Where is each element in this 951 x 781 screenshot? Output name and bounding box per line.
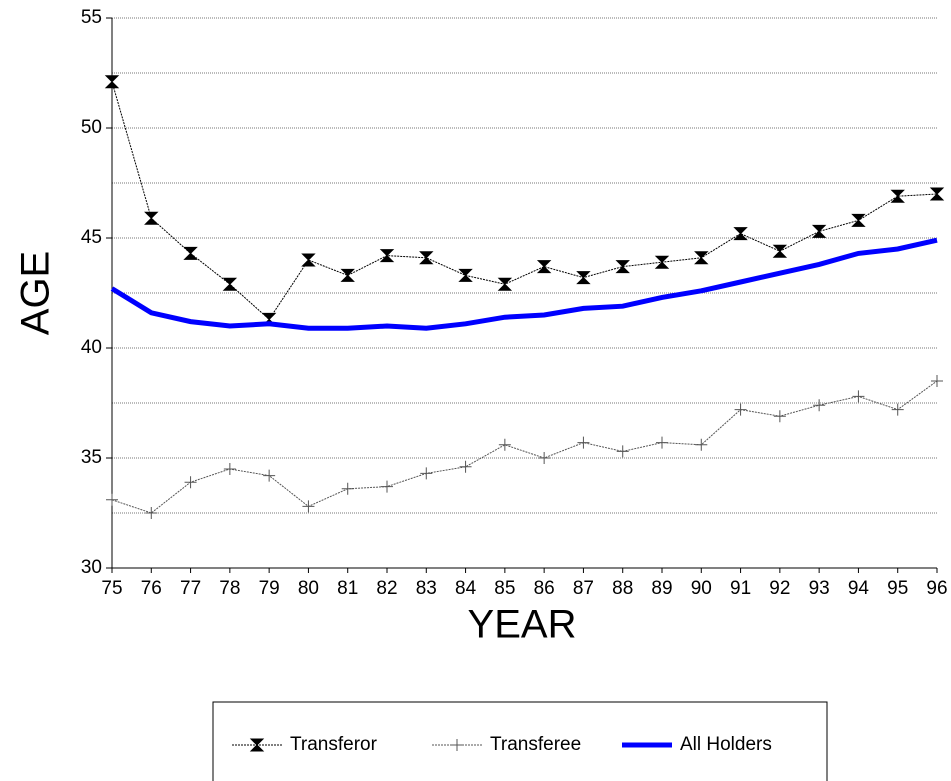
y-tick-label: 40	[81, 337, 102, 358]
x-tick-label: 83	[416, 578, 437, 599]
marker	[106, 493, 118, 506]
x-tick-label: 80	[298, 578, 319, 599]
x-tick-label: 85	[494, 578, 515, 599]
marker	[223, 463, 236, 475]
x-tick-label: 89	[651, 578, 672, 599]
series-line	[111, 380, 938, 514]
marker	[694, 251, 709, 265]
marker	[183, 246, 198, 260]
x-tick-label: 81	[337, 578, 358, 599]
marker	[145, 507, 158, 519]
marker	[451, 739, 463, 751]
marker	[811, 224, 827, 238]
marker	[813, 399, 826, 412]
x-axis-label: YEAR	[468, 603, 577, 647]
x-tick-label: 95	[887, 578, 908, 599]
y-tick-label: 55	[81, 7, 102, 28]
x-tick-label: 94	[848, 578, 870, 599]
y-tick-label: 35	[81, 447, 102, 468]
x-tick-label: 76	[141, 578, 162, 599]
marker	[931, 375, 943, 387]
x-tick-label: 75	[101, 578, 122, 599]
legend-box	[212, 701, 828, 781]
marker	[263, 469, 276, 482]
x-tick-label: 84	[455, 578, 477, 599]
marker	[341, 482, 354, 495]
marker	[654, 255, 670, 269]
legend-label: All Holders	[680, 734, 772, 755]
y-tick-label: 30	[81, 557, 102, 578]
marker	[890, 189, 905, 203]
x-tick-label: 77	[180, 578, 201, 599]
marker	[616, 445, 629, 458]
x-tick-label: 78	[219, 578, 240, 599]
marker	[577, 436, 590, 449]
marker	[184, 476, 197, 489]
marker	[458, 268, 473, 282]
marker	[144, 211, 159, 225]
x-tick-label: 86	[534, 578, 555, 599]
x-tick-label: 91	[730, 578, 751, 599]
marker	[772, 244, 788, 258]
marker	[497, 277, 513, 291]
marker	[419, 251, 434, 265]
marker	[302, 500, 315, 513]
marker	[656, 436, 668, 449]
legend-label: Transferor	[290, 734, 378, 755]
y-axis-label: AGE	[14, 251, 58, 335]
y-tick-label: 50	[81, 117, 102, 138]
x-tick-label: 88	[612, 578, 633, 599]
x-tick-label: 90	[691, 578, 712, 599]
marker	[538, 452, 551, 464]
series-line	[110, 237, 938, 331]
marker	[773, 410, 786, 423]
x-tick-label: 92	[769, 578, 790, 599]
marker	[851, 213, 866, 227]
marker	[340, 268, 355, 282]
marker	[459, 460, 472, 473]
marker	[891, 403, 904, 416]
legend-label: Transferee	[490, 734, 581, 755]
marker	[536, 260, 552, 274]
marker	[576, 271, 591, 285]
x-tick-label: 93	[809, 578, 830, 599]
x-tick-label: 79	[259, 578, 280, 599]
marker	[695, 438, 708, 451]
marker	[929, 187, 945, 201]
y-tick-label: 45	[81, 227, 102, 248]
marker	[381, 480, 393, 493]
marker	[301, 253, 316, 267]
series-line	[111, 81, 938, 321]
marker	[734, 403, 747, 416]
x-tick-label: 96	[926, 578, 947, 599]
marker	[852, 390, 865, 403]
x-tick-label: 82	[376, 578, 397, 599]
marker	[420, 467, 433, 480]
marker	[733, 227, 748, 241]
marker	[615, 260, 630, 274]
marker	[104, 75, 120, 89]
marker	[249, 738, 265, 752]
marker	[498, 438, 511, 451]
marker	[222, 277, 238, 291]
marker	[379, 249, 395, 263]
x-tick-label: 87	[573, 578, 594, 599]
